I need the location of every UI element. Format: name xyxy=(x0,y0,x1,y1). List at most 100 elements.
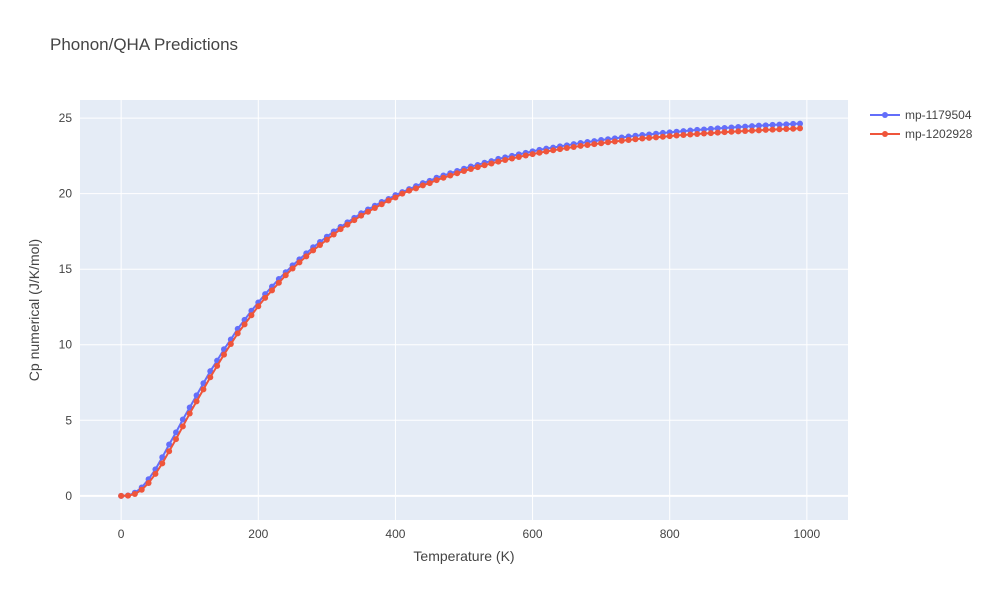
data-point[interactable] xyxy=(255,303,262,310)
data-point[interactable] xyxy=(145,479,152,486)
data-point[interactable] xyxy=(742,123,749,130)
data-point[interactable] xyxy=(392,194,399,201)
data-point[interactable] xyxy=(269,287,275,294)
data-point[interactable] xyxy=(563,145,570,152)
data-point[interactable] xyxy=(440,174,447,181)
data-point[interactable] xyxy=(166,448,173,455)
data-point[interactable] xyxy=(234,330,241,337)
data-point[interactable] xyxy=(337,226,344,233)
data-point[interactable] xyxy=(241,321,248,328)
data-point[interactable] xyxy=(611,138,618,145)
data-point[interactable] xyxy=(646,134,653,141)
data-point[interactable] xyxy=(659,133,666,140)
data-point[interactable] xyxy=(776,126,783,133)
data-point[interactable] xyxy=(577,142,584,149)
data-point[interactable] xyxy=(481,162,488,169)
data-point[interactable] xyxy=(529,151,536,158)
data-point[interactable] xyxy=(536,149,543,156)
data-point[interactable] xyxy=(413,185,419,192)
data-point[interactable] xyxy=(358,212,365,219)
data-point[interactable] xyxy=(399,190,406,197)
data-point[interactable] xyxy=(687,131,694,138)
data-point[interactable] xyxy=(639,135,646,142)
data-point[interactable] xyxy=(173,429,179,436)
data-point[interactable] xyxy=(344,221,351,228)
data-point[interactable] xyxy=(166,441,173,448)
data-point[interactable] xyxy=(618,137,625,144)
data-point[interactable] xyxy=(797,125,803,132)
data-point[interactable] xyxy=(550,147,557,154)
data-point[interactable] xyxy=(365,208,371,215)
data-point[interactable] xyxy=(728,124,735,131)
data-point[interactable] xyxy=(419,182,426,189)
data-point[interactable] xyxy=(173,436,179,443)
series-mp-1202928[interactable] xyxy=(118,125,803,499)
data-point[interactable] xyxy=(461,168,467,175)
data-point[interactable] xyxy=(186,410,193,417)
data-point[interactable] xyxy=(467,166,474,173)
data-point[interactable] xyxy=(714,129,721,136)
data-point[interactable] xyxy=(762,126,769,133)
data-point[interactable] xyxy=(323,236,330,243)
data-point[interactable] xyxy=(714,125,721,132)
data-point[interactable] xyxy=(179,423,186,430)
data-point[interactable] xyxy=(125,492,131,499)
data-point[interactable] xyxy=(317,242,323,249)
data-point[interactable] xyxy=(557,146,563,153)
data-point[interactable] xyxy=(755,122,762,129)
data-point[interactable] xyxy=(776,121,783,128)
legend-item[interactable]: mp-1202928 xyxy=(870,127,973,141)
data-point[interactable] xyxy=(159,460,166,467)
data-point[interactable] xyxy=(310,247,317,254)
data-point[interactable] xyxy=(701,130,707,137)
data-point[interactable] xyxy=(227,340,234,347)
data-point[interactable] xyxy=(262,294,269,301)
legend-item[interactable]: mp-1179504 xyxy=(870,108,972,122)
data-point[interactable] xyxy=(509,155,515,162)
data-point[interactable] xyxy=(193,398,200,405)
data-point[interactable] xyxy=(385,197,392,204)
data-point[interactable] xyxy=(296,259,303,266)
data-point[interactable] xyxy=(790,120,797,127)
data-point[interactable] xyxy=(755,127,762,134)
data-point[interactable] xyxy=(769,126,776,133)
data-point[interactable] xyxy=(769,121,776,128)
data-point[interactable] xyxy=(138,486,145,493)
data-point[interactable] xyxy=(200,386,207,393)
data-point[interactable] xyxy=(605,139,611,146)
data-point[interactable] xyxy=(728,128,735,135)
data-point[interactable] xyxy=(584,142,591,149)
data-point[interactable] xyxy=(632,136,639,143)
data-point[interactable] xyxy=(131,491,138,498)
data-point[interactable] xyxy=(707,125,714,132)
data-point[interactable] xyxy=(351,217,358,224)
data-point[interactable] xyxy=(474,164,481,171)
data-point[interactable] xyxy=(673,132,680,139)
data-point[interactable] xyxy=(591,141,598,148)
data-point[interactable] xyxy=(303,253,310,260)
data-point[interactable] xyxy=(762,122,769,129)
data-point[interactable] xyxy=(783,126,790,133)
data-point[interactable] xyxy=(118,492,125,499)
data-point[interactable] xyxy=(378,201,385,208)
data-point[interactable] xyxy=(495,158,502,165)
data-point[interactable] xyxy=(454,170,461,177)
data-point[interactable] xyxy=(214,362,221,369)
data-point[interactable] xyxy=(707,130,714,137)
data-point[interactable] xyxy=(797,120,803,127)
data-point[interactable] xyxy=(406,187,413,194)
legend[interactable]: mp-1179504 mp-1202928 xyxy=(870,108,973,141)
data-point[interactable] xyxy=(515,153,522,160)
data-point[interactable] xyxy=(221,351,227,358)
data-point[interactable] xyxy=(749,123,755,130)
data-point[interactable] xyxy=(694,130,701,137)
data-point[interactable] xyxy=(783,121,790,128)
data-point[interactable] xyxy=(749,127,755,134)
data-point[interactable] xyxy=(721,124,728,131)
data-point[interactable] xyxy=(289,265,296,272)
data-point[interactable] xyxy=(742,127,749,134)
data-point[interactable] xyxy=(680,132,687,139)
data-point[interactable] xyxy=(735,124,742,131)
data-point[interactable] xyxy=(488,160,495,167)
data-point[interactable] xyxy=(433,177,440,184)
